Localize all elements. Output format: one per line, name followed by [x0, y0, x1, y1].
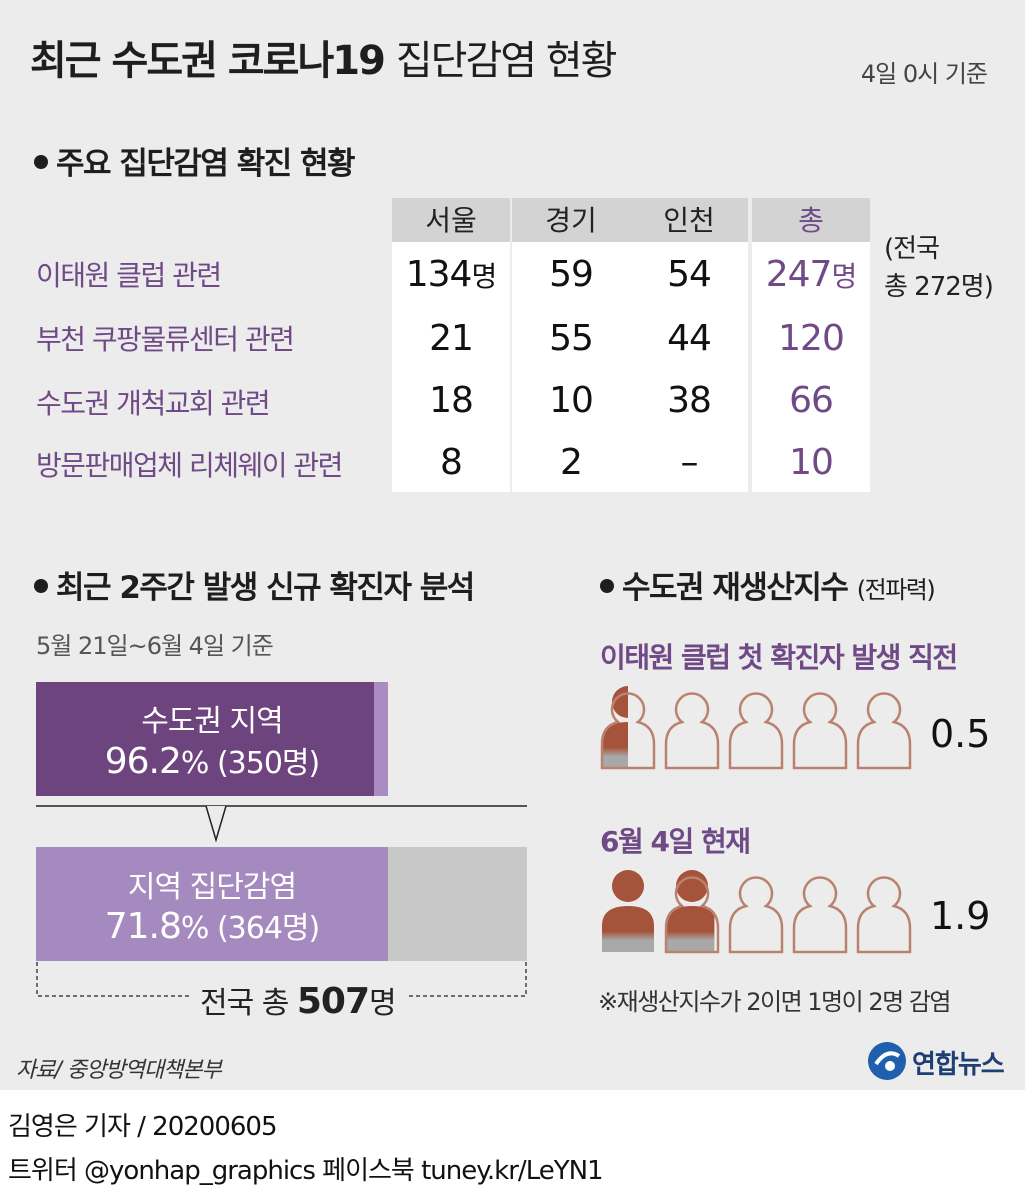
table-cell: 120 [778, 318, 845, 359]
person-icon [600, 686, 656, 770]
rt-value-current: 1.9 [930, 894, 991, 938]
table-cell: 66 [789, 380, 834, 421]
credit-social: 트위터 @yonhap_graphics 페이스북 tuney.kr/LeYN1 [8, 1156, 604, 1186]
table-cell: 54 [667, 254, 712, 295]
bar-cluster-label: 지역 집단감염 [127, 870, 297, 905]
person-icon [728, 692, 784, 770]
bar-cluster-value: 71.8% (364명) [104, 906, 321, 947]
section-reproduction-title: 수도권 재생산지수 (전파력) [600, 562, 936, 607]
bullet-icon [34, 154, 48, 169]
rt-label-current: 6월 4일 현재 [600, 825, 751, 858]
person-icon [664, 692, 720, 770]
row-label-itaewon: 이태원 클럽 관련 [36, 259, 222, 292]
table-cell: 18 [429, 380, 474, 421]
page-title: 최근 수도권 코로나19 집단감염 현황 [30, 38, 617, 84]
table-cell: 10 [549, 380, 594, 421]
person-icon [664, 870, 720, 954]
table-cell: 10 [789, 442, 834, 483]
table-cell: 55 [549, 318, 594, 359]
table-cell: 59 [549, 254, 594, 295]
table-cell: 38 [667, 380, 712, 421]
table-cell: 2 [560, 442, 583, 483]
national-total-note: (전국 총 272명) [884, 234, 994, 302]
bar-metro-label: 수도권 지역 [141, 704, 284, 739]
yonhap-logo-icon [868, 1042, 906, 1080]
table-cell: – [680, 442, 699, 483]
yonhap-logo: 연합뉴스 [866, 1040, 1012, 1082]
table-cell: 134명 [405, 254, 497, 295]
person-icon [728, 876, 784, 954]
credit-reporter: 김영은 기자 / 20200605 [8, 1112, 277, 1142]
bullet-icon [34, 578, 48, 593]
row-label-coupang: 부천 쿠팡물류센터 관련 [36, 323, 295, 356]
column-seoul: 서울 134명 21 18 8 [392, 198, 510, 492]
people-row-before [600, 686, 912, 770]
column-gyeonggi: 경기 59 55 10 2 [512, 198, 630, 492]
source-text: 자료/ 중앙방역대책본부 [16, 1058, 222, 1083]
person-icon [602, 870, 654, 952]
bullet-icon [600, 578, 614, 593]
person-icon [792, 692, 848, 770]
rt-label-before: 이태원 클럽 첫 확진자 발생 직전 [600, 641, 958, 674]
table-cell: 44 [667, 318, 712, 359]
bar-metro-value: 96.2% (350명) [104, 741, 321, 782]
person-icon [856, 876, 912, 954]
national-total-label: 전국 총 507명 [190, 978, 406, 1022]
column-total: 총 247명 120 66 10 [752, 198, 870, 492]
bar-connector [36, 805, 527, 843]
row-label-church: 수도권 개척교회 관련 [36, 387, 271, 420]
column-header-gyeonggi: 경기 [512, 198, 630, 242]
column-header-total: 총 [752, 198, 870, 242]
row-label-richway: 방문판매업체 리체웨이 관련 [36, 449, 343, 482]
total-bracket [36, 962, 527, 997]
person-icon [856, 692, 912, 770]
bar-metro-area [36, 682, 388, 796]
bar-metro-area-remainder [374, 682, 388, 796]
time-basis: 4일 0시 기준 [860, 60, 988, 88]
column-header-seoul: 서울 [392, 198, 510, 242]
table-cell: 8 [440, 442, 463, 483]
section-cluster-status-title: 주요 집단감염 확진 현황 [34, 138, 356, 183]
column-header-incheon: 인천 [630, 198, 748, 242]
period-subtitle: 5월 21일~6월 4일 기준 [36, 632, 274, 660]
footnote: ※재생산지수가 2이면 1명이 2명 감염 [598, 988, 951, 1016]
people-row-current [602, 870, 912, 954]
column-incheon: 인천 54 44 38 – [630, 198, 748, 492]
section-new-cases-title: 최근 2주간 발생 신규 확진자 분석 [34, 562, 475, 607]
table-cell: 247명 [765, 254, 857, 295]
rt-value-before: 0.5 [930, 712, 991, 756]
bar-local-cluster [36, 847, 388, 961]
person-icon [792, 876, 848, 954]
table-cell: 21 [429, 318, 474, 359]
